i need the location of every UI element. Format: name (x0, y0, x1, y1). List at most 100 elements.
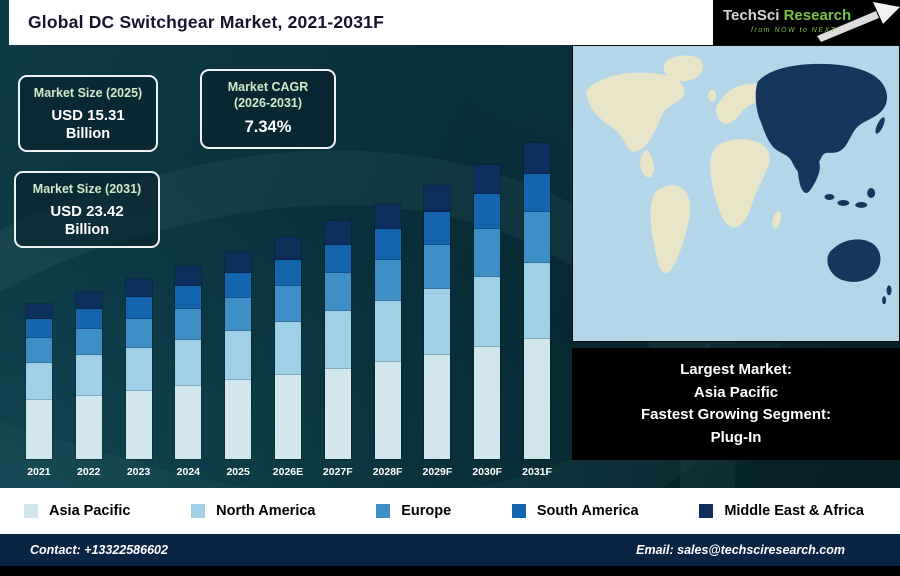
bar-stack (124, 278, 153, 461)
largest-market-label: Largest Market: (680, 361, 792, 378)
bar-segment-middle-east-africa (273, 236, 302, 261)
bar-stack (323, 219, 352, 460)
bar-column-2027f: 2027F (313, 219, 363, 478)
bar-column-2029f: 2029F (413, 183, 463, 478)
bar-segment-europe (224, 296, 253, 332)
bar-segment-south-america (373, 228, 402, 261)
bar-segment-south-america (323, 243, 352, 275)
bar-segment-middle-east-africa (373, 202, 402, 231)
market-callout: Largest Market: Asia Pacific Fastest Gro… (572, 348, 900, 460)
bar-stack (423, 183, 452, 461)
techsci-logo: TechSci Research from NOW to NEXT (713, 0, 900, 45)
indonesia-region (824, 193, 835, 200)
fastest-segment-label: Fastest Growing Segment: (640, 406, 832, 423)
bar-segment-north-america (323, 310, 352, 370)
bar-column-2024: 2024 (163, 265, 213, 478)
bar-segment-asia-pacific (473, 346, 502, 460)
market-cagr-title: Market CAGR (2026-2031) (227, 80, 309, 111)
bar-segment-asia-pacific (323, 367, 352, 460)
new-zealand-region (882, 296, 887, 305)
bar-segment-south-america (174, 284, 203, 310)
india-region (797, 155, 820, 194)
fastest-segment-value: Plug-In (710, 428, 762, 446)
bar-segment-middle-east-africa (224, 251, 253, 275)
market-cagr-value: 7.34% (244, 117, 292, 136)
bar-stack (273, 236, 302, 461)
legend-swatch-south-america (511, 504, 526, 518)
bar-stack (224, 251, 253, 460)
bar-segment-north-america (423, 287, 452, 356)
bar-segment-asia-pacific (224, 379, 253, 460)
bar-segment-asia-pacific (174, 384, 203, 461)
bar-stack (523, 141, 552, 461)
bar-stack (174, 265, 203, 461)
x-axis-label: 2023 (126, 466, 151, 478)
africa-region (710, 139, 770, 228)
market-size-2025-title: Market Size (2025) (33, 86, 143, 100)
stacked-bar-chart: 2021 2022 2023 2024 2025 2026E 2027F 2028F 2029F… (14, 141, 562, 478)
market-size-2025-box: Market Size (2025) USD 15.31 Billion (18, 75, 158, 153)
bar-segment-north-america (74, 354, 103, 397)
bar-column-2028f: 2028F (363, 202, 413, 478)
bar-stack (373, 202, 402, 461)
email-info: Email: sales@techsciresearch.com (636, 543, 845, 557)
philippines-region (867, 188, 876, 198)
bar-segment-europe (323, 272, 352, 313)
bar-segment-north-america (473, 275, 502, 349)
australia-region (827, 239, 881, 282)
logo-brand-1: TechSci (723, 7, 780, 24)
bar-segment-middle-east-africa (473, 163, 502, 196)
x-axis-label: 2026E (272, 466, 304, 478)
legend-swatch-asia-pacific (24, 504, 38, 518)
largest-market-value: Asia Pacific (693, 383, 779, 401)
legend-item-europe: Europe (376, 503, 451, 519)
bar-column-2023: 2023 (114, 278, 164, 478)
legend-swatch-europe (376, 504, 391, 518)
market-size-2025-value: USD 15.31 (51, 107, 125, 125)
chart-area: Market Size (2025) USD 15.31 Billion Mar… (0, 45, 900, 488)
bar-column-2021: 2021 (14, 302, 64, 478)
bar-segment-middle-east-africa (523, 141, 552, 176)
bar-segment-europe (523, 211, 552, 264)
japan-region (875, 117, 885, 134)
bar-segment-middle-east-africa (124, 278, 153, 299)
legend-item-middle-east-africa: Middle East & Africa (699, 503, 864, 519)
bar-segment-south-america (273, 258, 302, 288)
legend-item-south-america: South America (511, 503, 639, 519)
legend-label: Asia Pacific (49, 503, 131, 519)
legend-swatch-middle-east-africa (699, 504, 714, 518)
footer: Contact: +13322586602 Email: sales@techs… (0, 534, 900, 566)
bar-segment-europe (174, 307, 203, 341)
south-america-region (650, 185, 691, 273)
europe-region (716, 83, 766, 124)
greenland-region (663, 55, 704, 82)
bar-stack (473, 163, 502, 460)
bar-segment-asia-pacific (124, 389, 153, 461)
bar-segment-asia-pacific (373, 360, 402, 461)
logo-tagline: from NOW to NEXT (751, 27, 837, 34)
bar-segment-south-america (74, 307, 103, 330)
market-size-2031-unit: Billion (64, 222, 110, 239)
bar-segment-europe (24, 336, 53, 364)
x-axis-label: 2029F (422, 466, 453, 478)
bar-segment-asia-pacific (523, 337, 552, 461)
bar-segment-europe (373, 258, 402, 302)
bar-segment-middle-east-africa (323, 219, 352, 246)
bar-segment-europe (74, 327, 103, 357)
x-axis-label: 2021 (27, 466, 51, 478)
bar-segment-north-america (24, 361, 53, 401)
bar-segment-europe (124, 317, 153, 349)
world-map (572, 45, 900, 342)
chart-legend: Asia Pacific North America Europe South Ame… (0, 488, 900, 534)
bar-segment-asia-pacific (24, 398, 53, 461)
new-zealand-region (886, 285, 892, 296)
bar-segment-europe (473, 228, 502, 278)
page-title: Global DC Switchgear Market, 2021-2031F (28, 12, 384, 32)
legend-swatch-north-america (191, 504, 206, 518)
bar-segment-south-america (124, 296, 153, 320)
legend-label: Europe (401, 503, 452, 519)
asia-region (755, 63, 888, 176)
bar-segment-europe (273, 285, 302, 323)
market-size-2031-value: USD 23.42 (50, 203, 124, 221)
header-accent-bar (0, 0, 9, 45)
